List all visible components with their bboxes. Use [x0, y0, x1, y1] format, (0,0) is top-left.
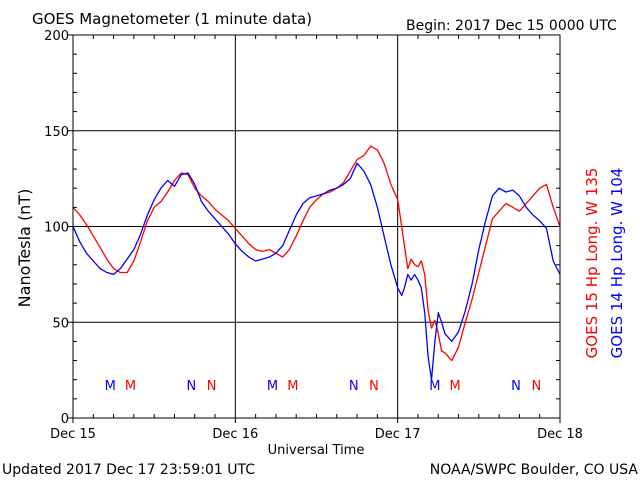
credit-label: NOAA/SWPC Boulder, CO USA: [430, 462, 639, 478]
marker-m: M: [105, 379, 116, 394]
y-tick-label: 100: [44, 221, 69, 236]
series-line-goes14: [72, 162, 561, 381]
y-axis-ticks: 0 50 100 150 200: [44, 29, 560, 427]
marker-m: M: [125, 379, 136, 394]
x-axis-ticks: Dec 15 Dec 16 Dec 17 Dec 18: [50, 35, 583, 442]
marker-n: N: [207, 379, 217, 394]
x-tick-label: Dec 15: [50, 427, 96, 442]
legend-goes15: GOES 15 Hp Long. W 135: [583, 168, 601, 359]
marker-m: M: [267, 379, 278, 394]
updated-timestamp: Updated 2017 Dec 17 23:59:01 UTC: [2, 462, 255, 478]
y-tick-label: 0: [61, 412, 69, 427]
marker-m: M: [429, 379, 440, 394]
x-tick-label: Dec 18: [537, 427, 583, 442]
marker-n: N: [531, 379, 541, 394]
grid-lines: [73, 35, 560, 418]
y-tick-label: 50: [52, 316, 69, 331]
x-tick-label: Dec 16: [212, 427, 258, 442]
y-tick-label: 150: [44, 125, 69, 140]
y-tick-label: 200: [44, 29, 69, 44]
y-axis-label: NanoTesla (nT): [15, 189, 34, 308]
legend-goes14: GOES 14 Hp Long. W 104: [608, 168, 626, 359]
marker-n: N: [511, 379, 521, 394]
series-lines: [72, 145, 561, 381]
marker-m: M: [287, 379, 298, 394]
series-line-goes15: [72, 145, 561, 362]
marker-m: M: [450, 379, 461, 394]
begin-label: Begin: 2017 Dec 15 0000 UTC: [406, 18, 617, 34]
x-axis-label: Universal Time: [268, 443, 365, 458]
marker-n: N: [369, 379, 379, 394]
x-tick-label: Dec 17: [375, 427, 421, 442]
marker-n: N: [349, 379, 359, 394]
marker-n: N: [187, 379, 197, 394]
chart-title: GOES Magnetometer (1 minute data): [32, 10, 312, 28]
